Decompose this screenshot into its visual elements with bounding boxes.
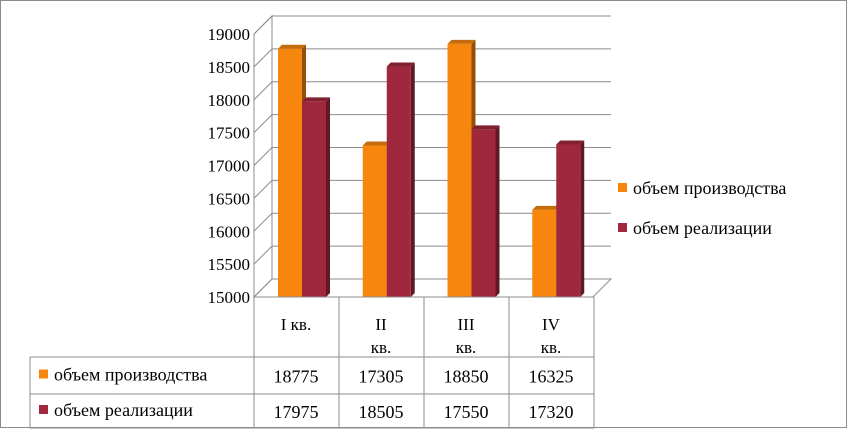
table-row-header: объем производства [54,365,207,385]
table-legend-swatch [39,369,48,379]
table-cell: 16325 [529,367,574,387]
bar-front [447,43,472,297]
bar-top [278,44,306,49]
legend-swatch [618,183,627,192]
gridline [253,48,611,68]
bar-top [362,141,391,146]
bar-front [302,101,326,297]
y-tick-label: 18000 [208,91,251,110]
bar-top [386,62,415,67]
table-cell: 18505 [359,402,404,422]
bar [532,205,561,297]
x-tick-label: IV [542,315,561,334]
table-cell: 18775 [274,367,319,387]
x-tick-label-line2: кв. [456,338,477,357]
bar [362,141,391,297]
gridline [253,114,611,133]
bar-top [302,97,330,102]
y-tick-label: 16500 [208,189,251,208]
y-tick-label: 15500 [208,255,251,274]
y-tick-label: 16000 [208,222,251,241]
gridline [253,81,611,101]
bar [302,97,330,297]
x-tick-label-line2: кв. [371,338,392,357]
bars [278,39,585,298]
table-cell: 17975 [274,402,319,422]
bar [471,125,500,298]
x-tick-label: II [375,315,387,334]
table-cell: 17550 [444,402,489,422]
bar-top [532,205,561,210]
bar-top [447,39,476,44]
bar-top [556,140,585,145]
data-table: I кв. II кв. III кв. IV кв. объем производства 1… [29,296,595,429]
y-tick-label: 17500 [208,124,251,143]
legend-label: объем производства [633,178,786,198]
bar-front [278,48,302,298]
bar-side [410,62,415,297]
bar-front [471,129,496,297]
bar [556,140,585,297]
table-legend-swatch [39,405,48,414]
bar-front [362,145,387,297]
x-tick-label: I кв. [281,315,311,334]
bar-front [532,209,557,297]
legend-label: объем реализации [633,218,772,238]
table-cell: 17305 [359,367,404,387]
bar-side [580,140,585,297]
bar-top [471,125,500,130]
bar-side [495,125,500,298]
table-row-header: объем реализации [54,400,193,420]
table-cell: 18850 [444,367,489,387]
y-tick-label: 15000 [208,288,251,307]
gridline [253,15,611,35]
y-tick-label: 19000 [208,25,251,44]
bar-front [386,66,411,297]
bar [278,44,306,298]
y-tick-label: 18500 [208,58,251,77]
bar [386,62,415,297]
legend: объем производства объем реализации [618,178,786,238]
table-cell: 17320 [529,402,574,422]
y-tick-label: 17000 [208,157,251,176]
bar [447,39,476,298]
bar-side [326,97,330,297]
x-tick-label-line2: кв. [541,338,562,357]
legend-swatch [618,223,627,232]
x-tick-label: III [458,315,475,334]
bar-front [556,144,581,297]
